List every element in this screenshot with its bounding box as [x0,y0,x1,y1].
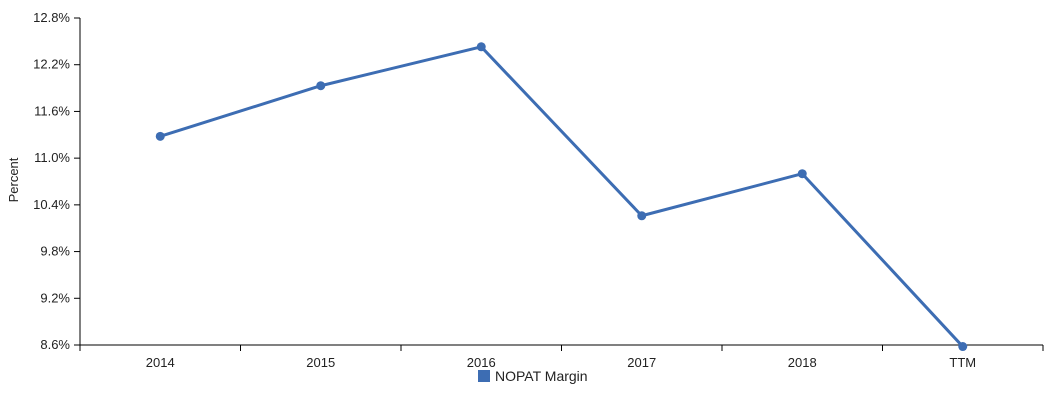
y-tick-label: 10.4% [33,197,70,212]
x-axis: 2014 2015 2016 2017 2018 TTM [79,344,1044,370]
series-line [159,45,964,348]
x-tick-label: 2017 [627,355,656,370]
legend-label: NOPAT Margin [495,368,588,384]
data-point[interactable] [637,211,647,221]
data-point[interactable] [155,131,165,141]
y-axis-title: Percent [6,157,21,202]
y-tick-label: 9.8% [40,244,70,259]
x-tick-label: TTM [949,355,976,370]
y-tick-label: 9.2% [40,290,70,305]
y-tick-label: 12.8% [33,10,70,25]
y-tick-label: 8.6% [40,337,70,352]
data-point[interactable] [797,169,807,179]
y-tick-label: 11.6% [34,103,70,118]
y-axis: 8.6% 9.2% 9.8% 10.4% 11.0% 11.6% 12.2% 12.8% [33,10,81,352]
data-point[interactable] [476,42,486,52]
series-layer [155,42,968,352]
x-tick-label: 2014 [146,355,175,370]
data-point[interactable] [316,81,326,91]
y-tick-label: 11.0% [34,150,70,165]
y-tick-label: 12.2% [33,57,70,72]
legend-swatch [478,370,490,382]
x-tick-label: 2018 [788,355,817,370]
legend[interactable]: NOPAT Margin [478,368,588,384]
x-tick-label: 2016 [467,355,496,370]
x-tick-label: 2015 [306,355,335,370]
data-point[interactable] [958,342,968,352]
